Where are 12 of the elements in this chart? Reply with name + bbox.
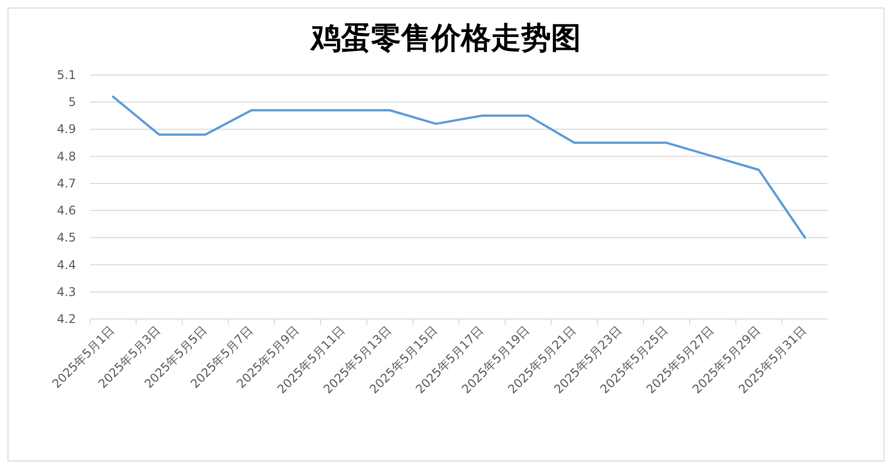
y-tick-label: 4.2 [56,312,76,326]
y-tick-label: 4.5 [56,230,76,245]
y-tick-label: 5 [68,95,76,110]
line-series [112,96,806,239]
y-tick-label: 4.7 [56,176,76,190]
y-tick-label: 4.9 [56,122,76,136]
y-tick-label: 4.3 [56,284,76,299]
y-tick-label: 4.8 [56,149,76,164]
y-tick-label: 5.1 [56,68,76,82]
y-tick-label: 4.4 [56,258,76,272]
y-tick-label: 4.6 [56,204,76,218]
chart-title: 鸡蛋零售价格走势图 [309,21,581,56]
